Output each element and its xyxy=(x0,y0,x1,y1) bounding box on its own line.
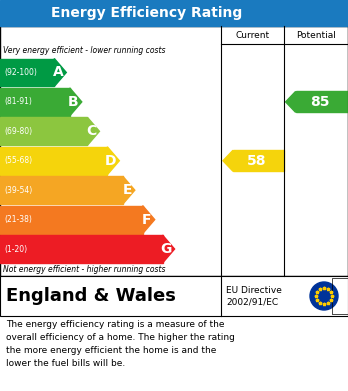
Text: G: G xyxy=(160,242,172,256)
Bar xyxy=(0,235,163,263)
Text: E: E xyxy=(122,183,132,197)
Text: C: C xyxy=(86,124,96,138)
Polygon shape xyxy=(70,88,82,116)
Text: 58: 58 xyxy=(247,154,266,168)
Bar xyxy=(0,26,348,276)
Bar xyxy=(0,147,107,175)
Text: England & Wales: England & Wales xyxy=(6,287,176,305)
Bar xyxy=(0,276,348,316)
Bar xyxy=(0,0,348,26)
Text: Energy Efficiency Rating: Energy Efficiency Rating xyxy=(50,6,242,20)
Text: Not energy efficient - higher running costs: Not energy efficient - higher running co… xyxy=(3,265,166,274)
Polygon shape xyxy=(286,91,295,112)
Text: Potential: Potential xyxy=(296,30,336,39)
Polygon shape xyxy=(163,235,175,263)
Text: 85: 85 xyxy=(310,95,330,109)
Bar xyxy=(332,278,348,314)
Bar xyxy=(0,176,123,204)
Text: EU Directive
2002/91/EC: EU Directive 2002/91/EC xyxy=(226,285,282,307)
Text: Very energy efficient - lower running costs: Very energy efficient - lower running co… xyxy=(3,46,166,55)
Text: (55-68): (55-68) xyxy=(4,156,32,165)
Polygon shape xyxy=(54,59,66,86)
Polygon shape xyxy=(223,150,233,171)
Polygon shape xyxy=(87,117,100,145)
Circle shape xyxy=(310,282,338,310)
Polygon shape xyxy=(107,147,119,175)
Polygon shape xyxy=(143,206,155,233)
Text: (39-54): (39-54) xyxy=(4,186,32,195)
Polygon shape xyxy=(123,176,135,204)
Text: F: F xyxy=(142,213,152,227)
Bar xyxy=(0,206,143,233)
Text: (69-80): (69-80) xyxy=(4,127,32,136)
Bar xyxy=(233,150,284,171)
Bar xyxy=(295,91,348,112)
Text: (21-38): (21-38) xyxy=(4,215,32,224)
Text: (81-91): (81-91) xyxy=(4,97,32,106)
Bar xyxy=(0,59,54,86)
Bar xyxy=(0,88,70,116)
Text: (92-100): (92-100) xyxy=(4,68,37,77)
Text: A: A xyxy=(53,65,63,79)
Text: (1-20): (1-20) xyxy=(4,244,27,253)
Text: The energy efficiency rating is a measure of the
overall efficiency of a home. T: The energy efficiency rating is a measur… xyxy=(6,320,235,368)
Bar xyxy=(0,117,87,145)
Text: D: D xyxy=(105,154,116,168)
Text: B: B xyxy=(68,95,79,109)
Text: Current: Current xyxy=(235,30,269,39)
